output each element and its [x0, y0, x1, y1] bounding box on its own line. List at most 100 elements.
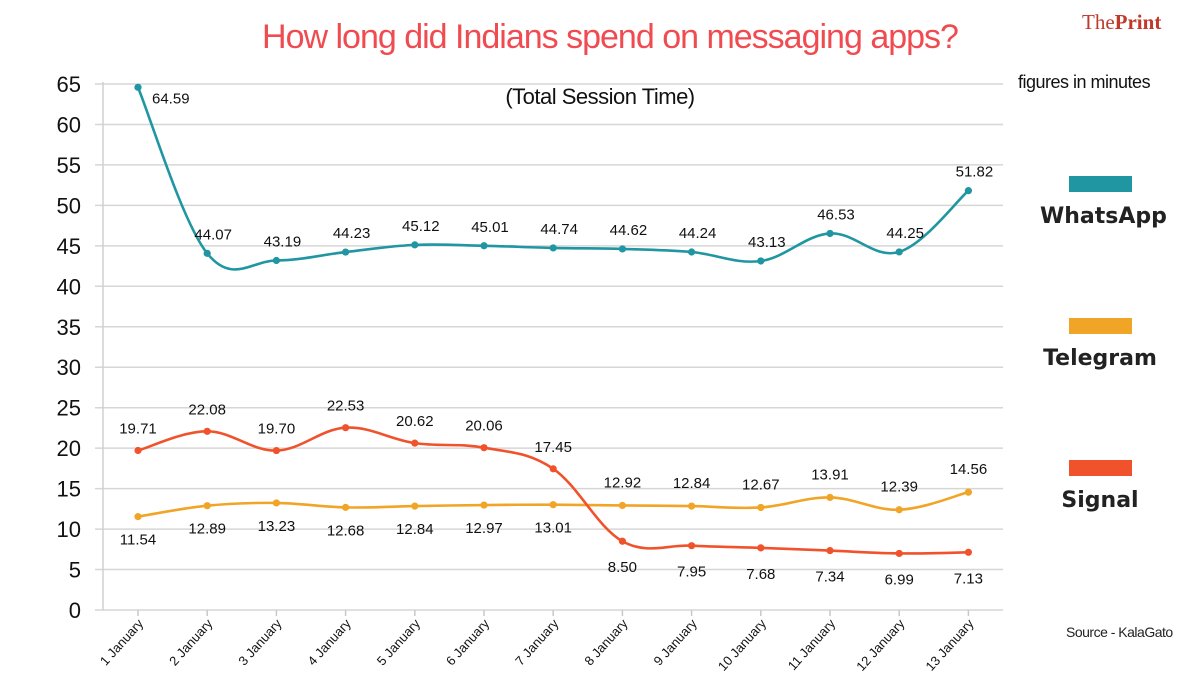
data-point-telegram — [134, 513, 142, 521]
data-point-telegram — [549, 501, 557, 509]
data-point-whatsapp — [688, 248, 696, 256]
data-point-signal — [757, 544, 765, 552]
data-point-signal — [895, 549, 903, 558]
data-label-whatsapp: 51.82 — [956, 164, 994, 181]
data-point-signal — [826, 547, 834, 555]
legend-swatch-whatsapp — [1068, 176, 1132, 192]
data-label-signal: 22.08 — [188, 401, 226, 418]
data-point-whatsapp — [826, 229, 834, 238]
data-point-whatsapp — [480, 242, 488, 250]
data-label-whatsapp: 45.01 — [471, 219, 509, 236]
data-label-whatsapp: 46.53 — [817, 206, 855, 223]
y-tick-label: 30 — [57, 355, 81, 380]
x-tick-label: 11 January — [785, 616, 839, 673]
data-point-whatsapp — [342, 248, 350, 256]
data-label-signal: 20.62 — [396, 413, 434, 430]
data-point-whatsapp — [964, 187, 973, 195]
data-label-telegram: 12.92 — [604, 474, 642, 491]
data-label-signal: 20.06 — [465, 418, 503, 435]
data-point-telegram — [688, 502, 696, 510]
data-point-telegram — [895, 506, 903, 514]
legend-label-signal: Signal — [1061, 488, 1139, 513]
data-label-whatsapp: 44.74 — [540, 221, 578, 238]
data-point-signal — [134, 446, 142, 455]
data-point-whatsapp — [134, 83, 142, 91]
brand-bold: Print — [1114, 10, 1162, 34]
y-tick-label: 65 — [57, 72, 81, 97]
chart-title: How long did Indians spend on messaging … — [262, 18, 959, 56]
data-point-whatsapp — [618, 245, 627, 253]
chart-subtitle: (Total Session Time) — [505, 84, 695, 109]
x-tick-label: 3 January — [235, 616, 285, 669]
data-label-telegram: 12.97 — [465, 520, 503, 537]
data-label-telegram: 12.84 — [673, 475, 711, 492]
brand-prefix: The — [1082, 10, 1115, 34]
data-label-telegram: 12.67 — [742, 476, 780, 493]
y-tick-label: 45 — [57, 234, 81, 259]
y-tick-label: 20 — [57, 436, 81, 461]
data-label-whatsapp: 43.19 — [264, 233, 302, 250]
y-tick-label: 15 — [57, 477, 81, 502]
x-tick-label: 6 January — [443, 616, 493, 669]
y-tick-label: 0 — [69, 598, 81, 623]
data-label-signal: 7.95 — [677, 564, 706, 581]
legend-item-whatsapp: WhatsApp — [1040, 176, 1167, 229]
source-note: Source - KalaGato — [1066, 624, 1173, 640]
data-label-telegram: 11.54 — [120, 532, 156, 549]
x-tick-label: 9 January — [650, 616, 700, 669]
x-tick-label: 4 January — [304, 616, 354, 669]
x-tick-label: 2 January — [166, 616, 216, 669]
data-point-telegram — [342, 503, 350, 511]
legend-item-telegram: Telegram — [1040, 318, 1160, 371]
data-point-whatsapp — [895, 248, 903, 256]
data-label-whatsapp: 44.25 — [886, 225, 924, 242]
data-point-telegram — [826, 493, 834, 502]
data-label-telegram: 12.39 — [880, 479, 918, 496]
data-label-signal: 19.71 — [119, 421, 157, 438]
y-tick-label: 40 — [57, 274, 81, 299]
y-tick-label: 25 — [57, 396, 81, 421]
data-label-whatsapp: 45.12 — [402, 218, 440, 235]
data-point-whatsapp — [549, 244, 557, 252]
data-point-telegram — [411, 502, 419, 510]
data-label-telegram: 14.56 — [950, 461, 988, 478]
legend-label-whatsapp: WhatsApp — [1040, 204, 1167, 229]
data-label-whatsapp: 44.62 — [610, 222, 648, 239]
data-label-signal: 19.70 — [258, 421, 296, 438]
data-point-telegram — [964, 488, 973, 496]
data-label-signal: 6.99 — [885, 571, 914, 588]
data-label-telegram: 12.89 — [188, 521, 226, 538]
legend-swatch-telegram — [1068, 318, 1132, 334]
data-label-whatsapp: 44.23 — [333, 225, 371, 242]
data-point-signal — [203, 427, 211, 435]
data-point-whatsapp — [757, 257, 765, 265]
data-label-signal: 8.50 — [608, 559, 637, 576]
data-point-telegram — [480, 501, 488, 509]
data-label-whatsapp: 43.13 — [748, 234, 786, 251]
data-label-whatsapp: 64.59 — [152, 90, 190, 107]
data-label-signal: 7.13 — [954, 570, 983, 587]
data-label-telegram: 12.84 — [396, 521, 434, 538]
data-label-signal: 22.53 — [327, 398, 365, 415]
y-tick-label: 55 — [57, 153, 81, 178]
data-label-telegram: 13.23 — [258, 518, 296, 535]
x-tick-label: 1 January — [97, 616, 147, 669]
data-point-telegram — [618, 501, 627, 510]
data-point-signal — [480, 444, 488, 452]
data-point-signal — [342, 424, 350, 432]
x-tick-label: 8 January — [581, 616, 631, 669]
data-point-signal — [411, 439, 419, 447]
data-label-telegram: 12.68 — [327, 522, 365, 539]
x-tick-label: 10 January — [715, 616, 770, 674]
x-tick-label: 7 January — [512, 616, 562, 669]
x-tick-label: 13 January — [922, 616, 977, 674]
data-label-telegram: 13.91 — [811, 466, 849, 483]
data-point-telegram — [272, 499, 280, 507]
data-point-whatsapp — [272, 256, 280, 265]
y-tick-label: 5 — [69, 558, 81, 583]
data-label-whatsapp: 44.07 — [194, 226, 232, 243]
x-tick-label: 5 January — [374, 616, 424, 669]
data-point-whatsapp — [203, 249, 211, 257]
data-point-signal — [964, 548, 973, 556]
